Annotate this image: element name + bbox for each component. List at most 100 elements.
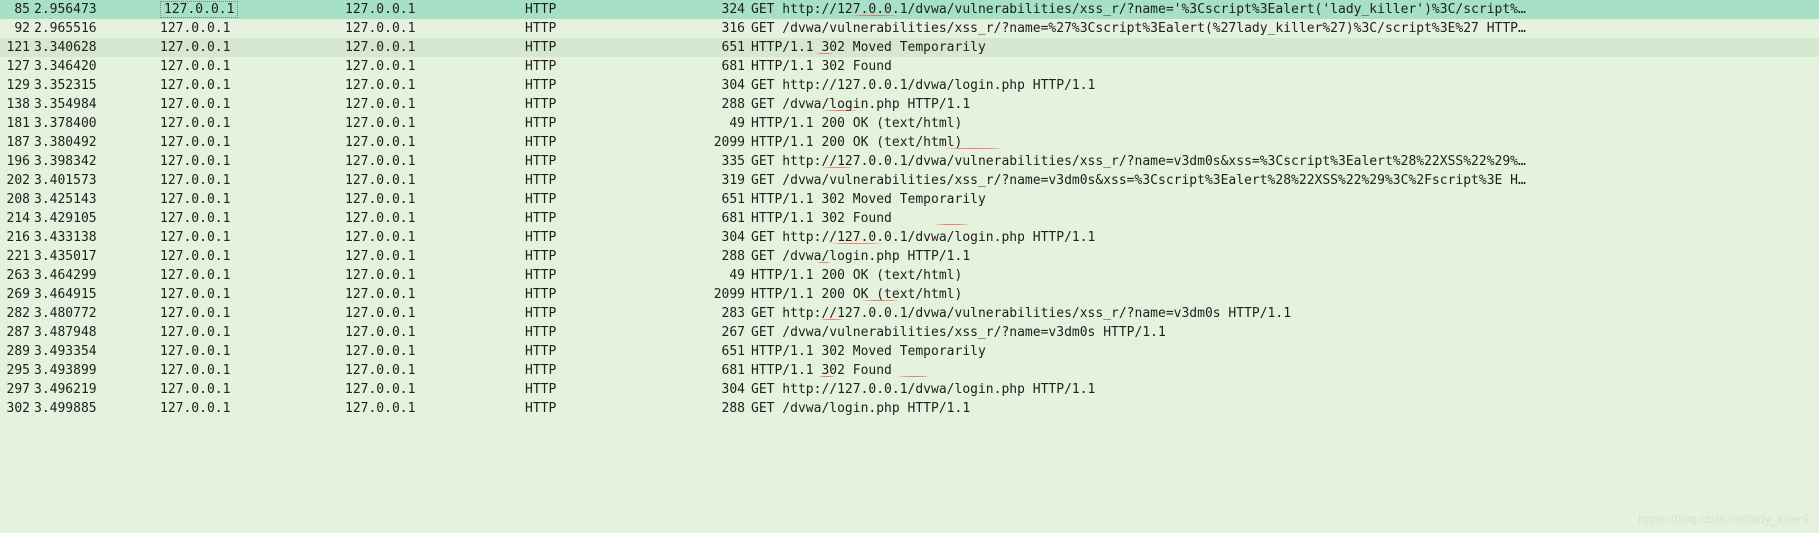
col-time: 3.464299 [34, 269, 154, 282]
col-source: 127.0.0.1 [154, 231, 345, 244]
col-protocol: HTTP [525, 269, 675, 282]
col-no: 129 [0, 79, 34, 92]
col-info: GET /dvwa/login.php HTTP/1.1 [751, 250, 1819, 263]
col-length: 2099 [675, 288, 751, 301]
col-source: 127.0.0.1 [154, 383, 345, 396]
col-protocol: HTTP [525, 41, 675, 54]
col-time: 2.956473 [34, 3, 154, 16]
col-protocol: HTTP [525, 212, 675, 225]
col-destination: 127.0.0.1 [345, 60, 525, 73]
col-no: 287 [0, 326, 34, 339]
col-length: 651 [675, 345, 751, 358]
col-destination: 127.0.0.1 [345, 231, 525, 244]
col-time: 3.433138 [34, 231, 154, 244]
col-no: 85 [0, 3, 34, 16]
table-row[interactable]: 2163.433138127.0.0.1127.0.0.1HTTP304GET … [0, 228, 1819, 247]
col-destination: 127.0.0.1 [345, 117, 525, 130]
col-source: 127.0.0.1 [154, 136, 345, 149]
col-no: 208 [0, 193, 34, 206]
table-row[interactable]: 2823.480772127.0.0.1127.0.0.1HTTP283GET … [0, 304, 1819, 323]
col-info: GET http://127.0.0.1/dvwa/vulnerabilitie… [751, 307, 1819, 320]
table-row[interactable]: 2973.496219127.0.0.1127.0.0.1HTTP304GET … [0, 380, 1819, 399]
col-time: 3.435017 [34, 250, 154, 263]
col-destination: 127.0.0.1 [345, 22, 525, 35]
col-source: 127.0.0.1 [154, 326, 345, 339]
col-time: 3.496219 [34, 383, 154, 396]
col-no: 202 [0, 174, 34, 187]
col-protocol: HTTP [525, 117, 675, 130]
col-destination: 127.0.0.1 [345, 136, 525, 149]
table-row[interactable]: 922.965516127.0.0.1127.0.0.1HTTP316GET /… [0, 19, 1819, 38]
table-row[interactable]: 2083.425143127.0.0.1127.0.0.1HTTP651HTTP… [0, 190, 1819, 209]
annotation-underline [921, 223, 1041, 225]
col-protocol: HTTP [525, 3, 675, 16]
col-time: 3.378400 [34, 117, 154, 130]
col-info: GET http://127.0.0.1/dvwa/vulnerabilitie… [751, 3, 1819, 16]
col-info: GET http://127.0.0.1/dvwa/vulnerabilitie… [751, 155, 1819, 168]
col-source: 127.0.0.1 [154, 22, 345, 35]
col-info: HTTP/1.1 200 OK (text/html) [751, 136, 1819, 149]
col-info: GET /dvwa/vulnerabilities/xss_r/?name=v3… [751, 174, 1819, 187]
col-length: 2099 [675, 136, 751, 149]
col-info: HTTP/1.1 200 OK (text/html) [751, 117, 1819, 130]
col-destination: 127.0.0.1 [345, 269, 525, 282]
col-length: 324 [675, 3, 751, 16]
col-destination: 127.0.0.1 [345, 364, 525, 377]
table-row[interactable]: 1813.378400127.0.0.1127.0.0.1HTTP49HTTP/… [0, 114, 1819, 133]
table-row[interactable]: 2143.429105127.0.0.1127.0.0.1HTTP681HTTP… [0, 209, 1819, 228]
col-no: 302 [0, 402, 34, 415]
col-source: 127.0.0.1 [154, 345, 345, 358]
col-length: 319 [675, 174, 751, 187]
table-row[interactable]: 2213.435017127.0.0.1127.0.0.1HTTP288GET … [0, 247, 1819, 266]
col-length: 288 [675, 402, 751, 415]
col-protocol: HTTP [525, 136, 675, 149]
col-length: 288 [675, 250, 751, 263]
col-protocol: HTTP [525, 402, 675, 415]
col-no: 282 [0, 307, 34, 320]
col-source: 127.0.0.1 [154, 288, 345, 301]
col-destination: 127.0.0.1 [345, 98, 525, 111]
table-row[interactable]: 2023.401573127.0.0.1127.0.0.1HTTP319GET … [0, 171, 1819, 190]
table-row[interactable]: 2953.493899127.0.0.1127.0.0.1HTTP681HTTP… [0, 361, 1819, 380]
col-source: 127.0.0.1 [154, 79, 345, 92]
col-length: 283 [675, 307, 751, 320]
col-info: GET /dvwa/login.php HTTP/1.1 [751, 402, 1819, 415]
col-no: 221 [0, 250, 34, 263]
col-protocol: HTTP [525, 288, 675, 301]
col-source: 127.0.0.1 [154, 364, 345, 377]
table-row[interactable]: 2693.464915127.0.0.1127.0.0.1HTTP2099HTT… [0, 285, 1819, 304]
col-length: 288 [675, 98, 751, 111]
col-time: 3.398342 [34, 155, 154, 168]
table-row[interactable]: 2893.493354127.0.0.1127.0.0.1HTTP651HTTP… [0, 342, 1819, 361]
table-row[interactable]: 1383.354984127.0.0.1127.0.0.1HTTP288GET … [0, 95, 1819, 114]
col-protocol: HTTP [525, 79, 675, 92]
table-row[interactable]: 2633.464299127.0.0.1127.0.0.1HTTP49HTTP/… [0, 266, 1819, 285]
col-time: 3.425143 [34, 193, 154, 206]
table-row[interactable]: 1873.380492127.0.0.1127.0.0.1HTTP2099HTT… [0, 133, 1819, 152]
col-destination: 127.0.0.1 [345, 193, 525, 206]
table-row[interactable]: 1293.352315127.0.0.1127.0.0.1HTTP304GET … [0, 76, 1819, 95]
col-info: GET http://127.0.0.1/dvwa/login.php HTTP… [751, 79, 1819, 92]
col-protocol: HTTP [525, 174, 675, 187]
col-protocol: HTTP [525, 231, 675, 244]
table-row[interactable]: 3023.499885127.0.0.1127.0.0.1HTTP288GET … [0, 399, 1819, 418]
col-length: 651 [675, 193, 751, 206]
col-protocol: HTTP [525, 383, 675, 396]
col-length: 316 [675, 22, 751, 35]
col-length: 304 [675, 383, 751, 396]
col-length: 304 [675, 231, 751, 244]
col-protocol: HTTP [525, 22, 675, 35]
table-row[interactable]: 1213.340628127.0.0.1127.0.0.1HTTP651HTTP… [0, 38, 1819, 57]
col-time: 3.464915 [34, 288, 154, 301]
col-destination: 127.0.0.1 [345, 383, 525, 396]
col-protocol: HTTP [525, 307, 675, 320]
table-row[interactable]: 2873.487948127.0.0.1127.0.0.1HTTP267GET … [0, 323, 1819, 342]
packet-table[interactable]: 852.956473127.0.0.1127.0.0.1HTTP324GET h… [0, 0, 1819, 418]
table-row[interactable]: 1963.398342127.0.0.1127.0.0.1HTTP335GET … [0, 152, 1819, 171]
col-source: 127.0.0.1 [154, 41, 345, 54]
table-row[interactable]: 1273.346420127.0.0.1127.0.0.1HTTP681HTTP… [0, 57, 1819, 76]
col-time: 3.499885 [34, 402, 154, 415]
table-row[interactable]: 852.956473127.0.0.1127.0.0.1HTTP324GET h… [0, 0, 1819, 19]
col-destination: 127.0.0.1 [345, 79, 525, 92]
col-destination: 127.0.0.1 [345, 155, 525, 168]
